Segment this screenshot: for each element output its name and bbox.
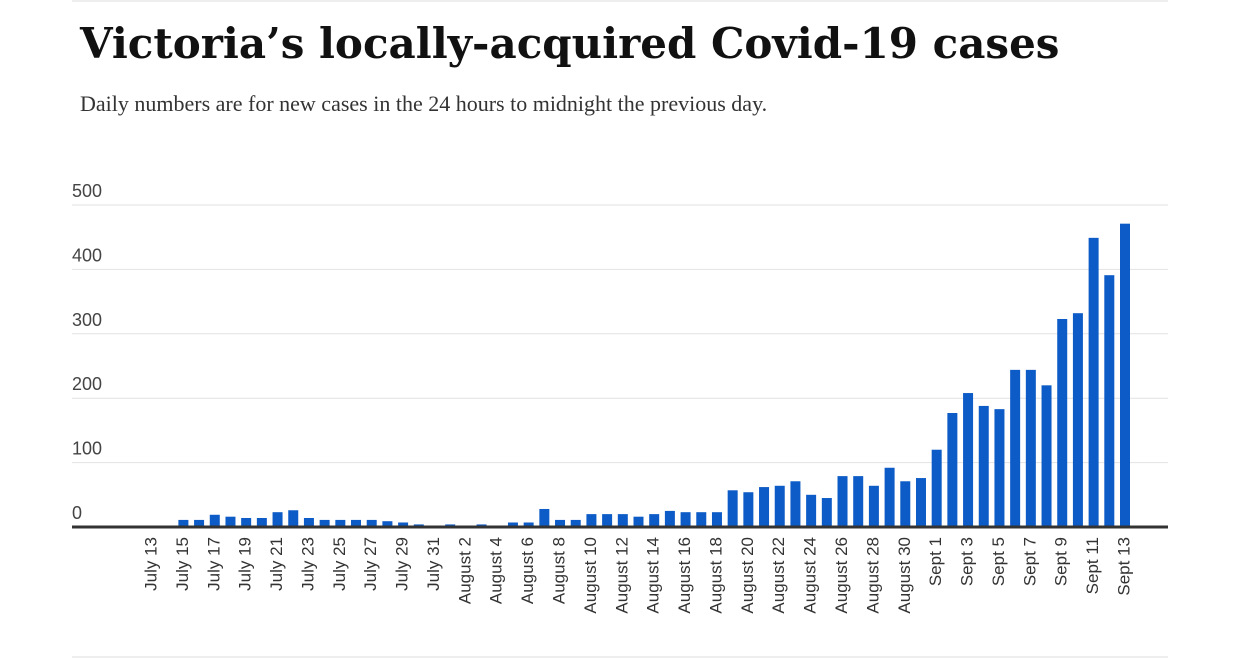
x-tick-label: Sept 1: [926, 537, 945, 586]
bar: [915, 478, 926, 527]
bar: [837, 476, 848, 527]
y-tick-label: 300: [72, 310, 102, 330]
bar: [1120, 223, 1130, 527]
x-tick-label: August 6: [518, 537, 537, 604]
bar: [194, 519, 205, 527]
bar: [209, 514, 220, 527]
bar: [351, 519, 362, 527]
y-tick-label: 0: [72, 503, 82, 523]
bar: [1025, 369, 1036, 527]
bar: [1057, 318, 1068, 527]
bar: [821, 498, 832, 527]
x-tick-label: Sept 13: [1114, 537, 1133, 596]
x-tick-label: August 18: [706, 537, 725, 614]
bar: [759, 487, 770, 527]
x-tick-label: July 29: [393, 537, 412, 591]
bar: [900, 481, 911, 527]
bar: [303, 517, 314, 527]
bar: [1041, 385, 1052, 527]
bar: [178, 519, 189, 527]
x-tick-label: Sept 7: [1020, 537, 1039, 586]
bar: [680, 512, 691, 527]
y-tick-label: 400: [72, 245, 102, 265]
bar: [335, 519, 346, 527]
x-tick-label: August 30: [895, 537, 914, 614]
x-tick-label: July 17: [204, 537, 223, 591]
bar: [963, 393, 974, 527]
bar: [633, 516, 644, 527]
bar: [507, 522, 518, 527]
bar: [947, 413, 958, 527]
bar: [806, 494, 817, 527]
x-tick-label: August 8: [550, 537, 569, 604]
bar: [790, 481, 801, 527]
x-tick-label: August 2: [455, 537, 474, 604]
bar: [1010, 369, 1021, 527]
bar: [727, 490, 738, 527]
x-tick-label: August 10: [581, 537, 600, 614]
x-tick-label: Sept 11: [1083, 537, 1102, 594]
bar: [586, 514, 597, 527]
bar: [978, 405, 989, 527]
x-tick-label: July 15: [173, 537, 192, 591]
bar: [225, 516, 236, 527]
chart-subtitle: Daily numbers are for new cases in the 2…: [80, 91, 767, 116]
bar: [884, 467, 895, 527]
y-tick-label: 200: [72, 374, 102, 394]
bar: [570, 519, 581, 527]
y-tick-label: 500: [72, 181, 102, 201]
y-tick-label: 100: [72, 439, 102, 459]
bar: [1088, 237, 1099, 527]
bar: [774, 485, 785, 527]
bar: [241, 517, 252, 527]
bar: [617, 514, 628, 527]
bar: [555, 519, 566, 527]
bar: [398, 522, 409, 527]
bar: [931, 449, 942, 527]
bar: [366, 519, 377, 527]
x-tick-label: July 25: [330, 537, 349, 591]
bar: [711, 512, 722, 527]
x-tick-label: August 14: [644, 537, 663, 614]
x-tick-label: July 31: [424, 537, 443, 591]
bar: [382, 521, 393, 527]
bar: [1104, 275, 1115, 527]
bar: [288, 510, 299, 527]
x-tick-label: August 28: [863, 537, 882, 614]
bar: [853, 476, 864, 527]
bar: [868, 485, 879, 527]
chart-title: Victoria’s locally-acquired Covid-19 cas…: [79, 19, 1059, 68]
bar: [256, 517, 267, 527]
x-tick-label: July 23: [298, 537, 317, 591]
x-tick-label: July 21: [267, 537, 286, 591]
x-tick-label: August 26: [832, 537, 851, 614]
x-tick-label: Sept 9: [1052, 537, 1071, 586]
bar: [1072, 313, 1083, 527]
bar: [664, 510, 675, 527]
bar: [696, 512, 707, 527]
x-tick-label: July 13: [141, 537, 160, 591]
x-tick-label: August 24: [801, 537, 820, 614]
x-tick-label: Sept 5: [989, 537, 1008, 586]
x-tick-label: July 27: [361, 537, 380, 591]
x-tick-label: August 20: [738, 537, 757, 614]
bar: [602, 514, 613, 527]
x-tick-label: August 22: [769, 537, 788, 614]
bar: [319, 519, 330, 527]
bar: [539, 508, 550, 527]
x-tick-label: Sept 3: [958, 537, 977, 586]
bar: [743, 492, 754, 527]
x-tick-label: August 16: [675, 537, 694, 614]
x-tick-label: August 12: [612, 537, 631, 614]
bar: [523, 522, 534, 527]
x-tick-label: July 19: [236, 537, 255, 591]
bar: [994, 409, 1005, 527]
bar: [649, 514, 660, 527]
x-tick-label: August 4: [487, 537, 506, 604]
bar: [272, 512, 283, 527]
